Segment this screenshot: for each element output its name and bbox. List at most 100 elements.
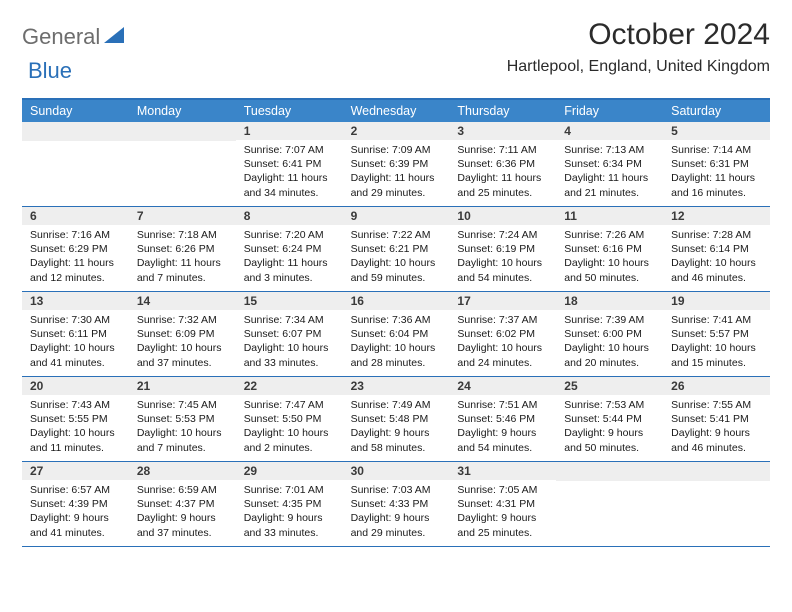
day-details: Sunrise: 7:28 AMSunset: 6:14 PMDaylight:…	[663, 225, 770, 289]
day-header-thursday: Thursday	[449, 100, 556, 122]
day-cell: 23Sunrise: 7:49 AMSunset: 5:48 PMDayligh…	[343, 377, 450, 461]
day-number: 19	[663, 292, 770, 310]
sunrise-line: Sunrise: 7:14 AM	[671, 143, 762, 157]
day-cell: 31Sunrise: 7:05 AMSunset: 4:31 PMDayligh…	[449, 462, 556, 546]
month-title: October 2024	[507, 18, 770, 52]
daylight-line: Daylight: 10 hours and 28 minutes.	[351, 341, 442, 369]
day-cell: 1Sunrise: 7:07 AMSunset: 6:41 PMDaylight…	[236, 122, 343, 206]
day-details	[22, 141, 129, 201]
day-number: 3	[449, 122, 556, 140]
day-details	[556, 481, 663, 541]
day-cell: 18Sunrise: 7:39 AMSunset: 6:00 PMDayligh…	[556, 292, 663, 376]
day-cell: 14Sunrise: 7:32 AMSunset: 6:09 PMDayligh…	[129, 292, 236, 376]
day-cell: 2Sunrise: 7:09 AMSunset: 6:39 PMDaylight…	[343, 122, 450, 206]
day-cell: 3Sunrise: 7:11 AMSunset: 6:36 PMDaylight…	[449, 122, 556, 206]
sunset-line: Sunset: 6:29 PM	[30, 242, 121, 256]
day-number: 12	[663, 207, 770, 225]
sunrise-line: Sunrise: 7:28 AM	[671, 228, 762, 242]
empty-cell	[663, 462, 770, 546]
day-number: 20	[22, 377, 129, 395]
daylight-line: Daylight: 9 hours and 37 minutes.	[137, 511, 228, 539]
sunset-line: Sunset: 5:55 PM	[30, 412, 121, 426]
day-number: 30	[343, 462, 450, 480]
day-cell: 20 Sunrise: 7:43 AMSunset: 5:55 PMDayligh…	[22, 377, 129, 461]
logo: General	[22, 18, 106, 50]
sunrise-line: Sunrise: 7:01 AM	[244, 483, 335, 497]
day-header-row: SundayMondayTuesdayWednesdayThursdayFrid…	[22, 100, 770, 122]
day-number: 13	[22, 292, 129, 310]
daylight-line: Daylight: 10 hours and 54 minutes.	[457, 256, 548, 284]
empty-cell	[22, 122, 129, 206]
sunrise-line: Sunrise: 7:05 AM	[457, 483, 548, 497]
day-details: Sunrise: 7:32 AMSunset: 6:09 PMDaylight:…	[129, 310, 236, 374]
daylight-line: Daylight: 10 hours and 11 minutes.	[30, 426, 121, 454]
sunset-line: Sunset: 6:39 PM	[351, 157, 442, 171]
sunset-line: Sunset: 4:35 PM	[244, 497, 335, 511]
sunrise-line: Sunrise: 7:26 AM	[564, 228, 655, 242]
daylight-line: Daylight: 10 hours and 37 minutes.	[137, 341, 228, 369]
day-cell: 7Sunrise: 7:18 AMSunset: 6:26 PMDaylight…	[129, 207, 236, 291]
daylight-line: Daylight: 11 hours and 7 minutes.	[137, 256, 228, 284]
daylight-line: Daylight: 9 hours and 54 minutes.	[457, 426, 548, 454]
day-details: Sunrise: 7:55 AMSunset: 5:41 PMDaylight:…	[663, 395, 770, 459]
sunrise-line: Sunrise: 7:11 AM	[457, 143, 548, 157]
day-number: 7	[129, 207, 236, 225]
day-number: 21	[129, 377, 236, 395]
sunrise-line: Sunrise: 7:16 AM	[30, 228, 121, 242]
day-number: 23	[343, 377, 450, 395]
daylight-line: Daylight: 9 hours and 29 minutes.	[351, 511, 442, 539]
daylight-line: Daylight: 9 hours and 46 minutes.	[671, 426, 762, 454]
day-number: 29	[236, 462, 343, 480]
day-header-monday: Monday	[129, 100, 236, 122]
day-cell: 4Sunrise: 7:13 AMSunset: 6:34 PMDaylight…	[556, 122, 663, 206]
day-number: 4	[556, 122, 663, 140]
sunrise-line: Sunrise: 6:59 AM	[137, 483, 228, 497]
day-details: Sunrise: 7:20 AMSunset: 6:24 PMDaylight:…	[236, 225, 343, 289]
sunrise-line: Sunrise: 7:36 AM	[351, 313, 442, 327]
daylight-line: Daylight: 9 hours and 58 minutes.	[351, 426, 442, 454]
sunset-line: Sunset: 6:21 PM	[351, 242, 442, 256]
day-details: Sunrise: 7:05 AMSunset: 4:31 PMDaylight:…	[449, 480, 556, 544]
daylight-line: Daylight: 10 hours and 15 minutes.	[671, 341, 762, 369]
day-cell: 28Sunrise: 6:59 AMSunset: 4:37 PMDayligh…	[129, 462, 236, 546]
day-number: 28	[129, 462, 236, 480]
day-details: Sunrise: 7:11 AMSunset: 6:36 PMDaylight:…	[449, 140, 556, 204]
daylight-line: Daylight: 10 hours and 7 minutes.	[137, 426, 228, 454]
daylight-line: Daylight: 11 hours and 12 minutes.	[30, 256, 121, 284]
day-number: 10	[449, 207, 556, 225]
day-cell: 9Sunrise: 7:22 AMSunset: 6:21 PMDaylight…	[343, 207, 450, 291]
daylight-line: Daylight: 11 hours and 16 minutes.	[671, 171, 762, 199]
sunset-line: Sunset: 4:39 PM	[30, 497, 121, 511]
day-cell: 15Sunrise: 7:34 AMSunset: 6:07 PMDayligh…	[236, 292, 343, 376]
daylight-line: Daylight: 10 hours and 50 minutes.	[564, 256, 655, 284]
sunrise-line: Sunrise: 7:32 AM	[137, 313, 228, 327]
day-header-saturday: Saturday	[663, 100, 770, 122]
day-cell: 12Sunrise: 7:28 AMSunset: 6:14 PMDayligh…	[663, 207, 770, 291]
day-number	[22, 122, 129, 141]
daylight-line: Daylight: 10 hours and 20 minutes.	[564, 341, 655, 369]
day-number: 11	[556, 207, 663, 225]
day-cell: 13Sunrise: 7:30 AMSunset: 6:11 PMDayligh…	[22, 292, 129, 376]
sunrise-line: Sunrise: 7:30 AM	[30, 313, 121, 327]
day-details	[663, 481, 770, 541]
sunset-line: Sunset: 4:33 PM	[351, 497, 442, 511]
day-number: 25	[556, 377, 663, 395]
day-details: Sunrise: 7:03 AMSunset: 4:33 PMDaylight:…	[343, 480, 450, 544]
daylight-line: Daylight: 10 hours and 24 minutes.	[457, 341, 548, 369]
day-details: Sunrise: 7:07 AMSunset: 6:41 PMDaylight:…	[236, 140, 343, 204]
sunrise-line: Sunrise: 7:18 AM	[137, 228, 228, 242]
day-cell: 27Sunrise: 6:57 AMSunset: 4:39 PMDayligh…	[22, 462, 129, 546]
logo-text-general: General	[22, 24, 100, 50]
sunset-line: Sunset: 6:31 PM	[671, 157, 762, 171]
day-cell: 10Sunrise: 7:24 AMSunset: 6:19 PMDayligh…	[449, 207, 556, 291]
sunrise-line: Sunrise: 7:49 AM	[351, 398, 442, 412]
sunset-line: Sunset: 6:14 PM	[671, 242, 762, 256]
sunset-line: Sunset: 6:19 PM	[457, 242, 548, 256]
day-details: Sunrise: 7:14 AMSunset: 6:31 PMDaylight:…	[663, 140, 770, 204]
sunset-line: Sunset: 6:36 PM	[457, 157, 548, 171]
sunrise-line: Sunrise: 7:43 AM	[30, 398, 121, 412]
calendar: SundayMondayTuesdayWednesdayThursdayFrid…	[22, 98, 770, 547]
sunset-line: Sunset: 5:53 PM	[137, 412, 228, 426]
day-details	[129, 141, 236, 201]
empty-cell	[556, 462, 663, 546]
